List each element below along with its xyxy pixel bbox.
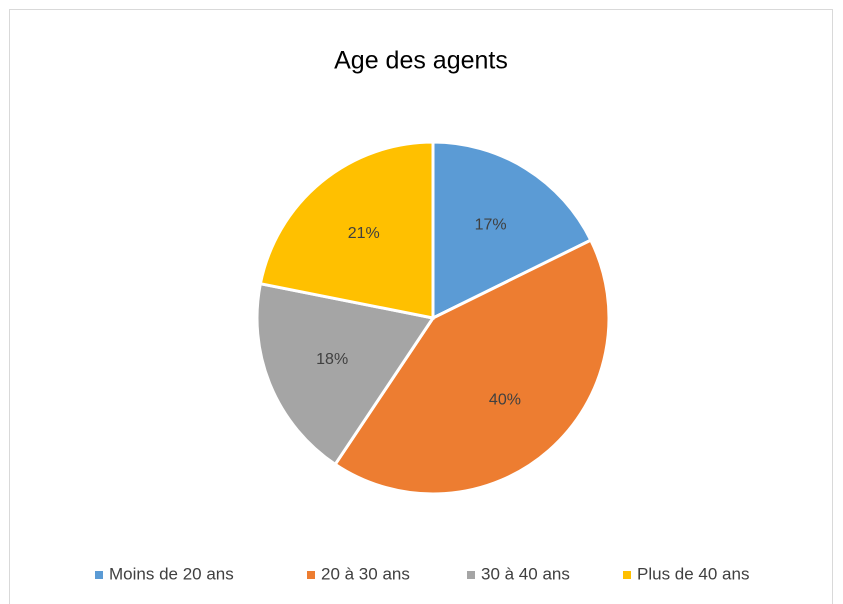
pie-slice	[333, 238, 611, 496]
chart-title: Age des agents	[334, 47, 508, 75]
legend-label: 30 à 40 ans	[481, 564, 570, 583]
data-label: 21%	[348, 225, 380, 242]
pie-slice	[431, 140, 593, 321]
legend-swatch	[95, 571, 103, 579]
legend-swatch	[467, 571, 475, 579]
legend-swatch	[307, 571, 315, 579]
legend-label: 20 à 30 ans	[321, 564, 410, 583]
legend-label: Plus de 40 ans	[637, 564, 749, 583]
data-label: 17%	[475, 217, 507, 234]
pie-slice	[255, 281, 436, 467]
data-label: 18%	[316, 351, 348, 368]
data-label: 40%	[489, 391, 521, 408]
pie-slice	[258, 140, 435, 320]
legend-swatch	[623, 571, 631, 579]
legend-label: Moins de 20 ans	[109, 564, 234, 583]
